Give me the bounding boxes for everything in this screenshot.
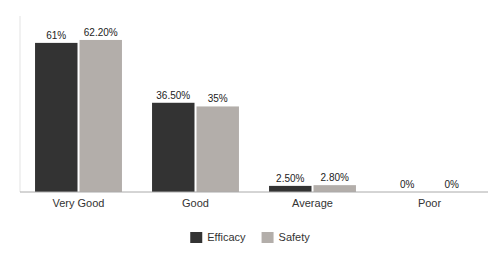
y-axis-line <box>20 16 21 192</box>
x-tick-label: Poor <box>418 197 442 209</box>
data-label: 61% <box>46 30 66 41</box>
x-tick-label: Average <box>292 197 333 209</box>
data-label: 35% <box>208 93 228 104</box>
x-tick-label: Good <box>182 197 209 209</box>
bar <box>197 106 239 192</box>
data-label: 2.50% <box>276 173 304 184</box>
bars <box>35 40 356 192</box>
legend-label: Safety <box>279 231 311 243</box>
legend-swatch <box>190 232 202 243</box>
legend-label: Efficacy <box>207 231 246 243</box>
bar <box>269 186 311 192</box>
chart: 61% 36.50% 2.50% 0% 62.20% 35% 2.80% 0% Very Goo… <box>0 0 500 254</box>
legend-swatch <box>262 232 274 243</box>
bar <box>35 43 77 192</box>
bar <box>314 185 356 192</box>
legend: Efficacy Safety <box>190 231 310 243</box>
data-label: 0% <box>445 179 460 190</box>
bar <box>152 103 194 192</box>
data-label: 36.50% <box>156 90 190 101</box>
chart-container: 61% 36.50% 2.50% 0% 62.20% 35% 2.80% 0% Very Goo… <box>0 0 500 254</box>
x-tick-label: Very Good <box>53 197 105 209</box>
data-label: 62.20% <box>84 27 118 38</box>
data-labels: 61% 36.50% 2.50% 0% 62.20% 35% 2.80% 0% <box>46 27 459 190</box>
data-label: 0% <box>400 179 415 190</box>
data-label: 2.80% <box>321 172 349 183</box>
bar <box>80 40 122 192</box>
x-axis-line <box>20 192 488 193</box>
